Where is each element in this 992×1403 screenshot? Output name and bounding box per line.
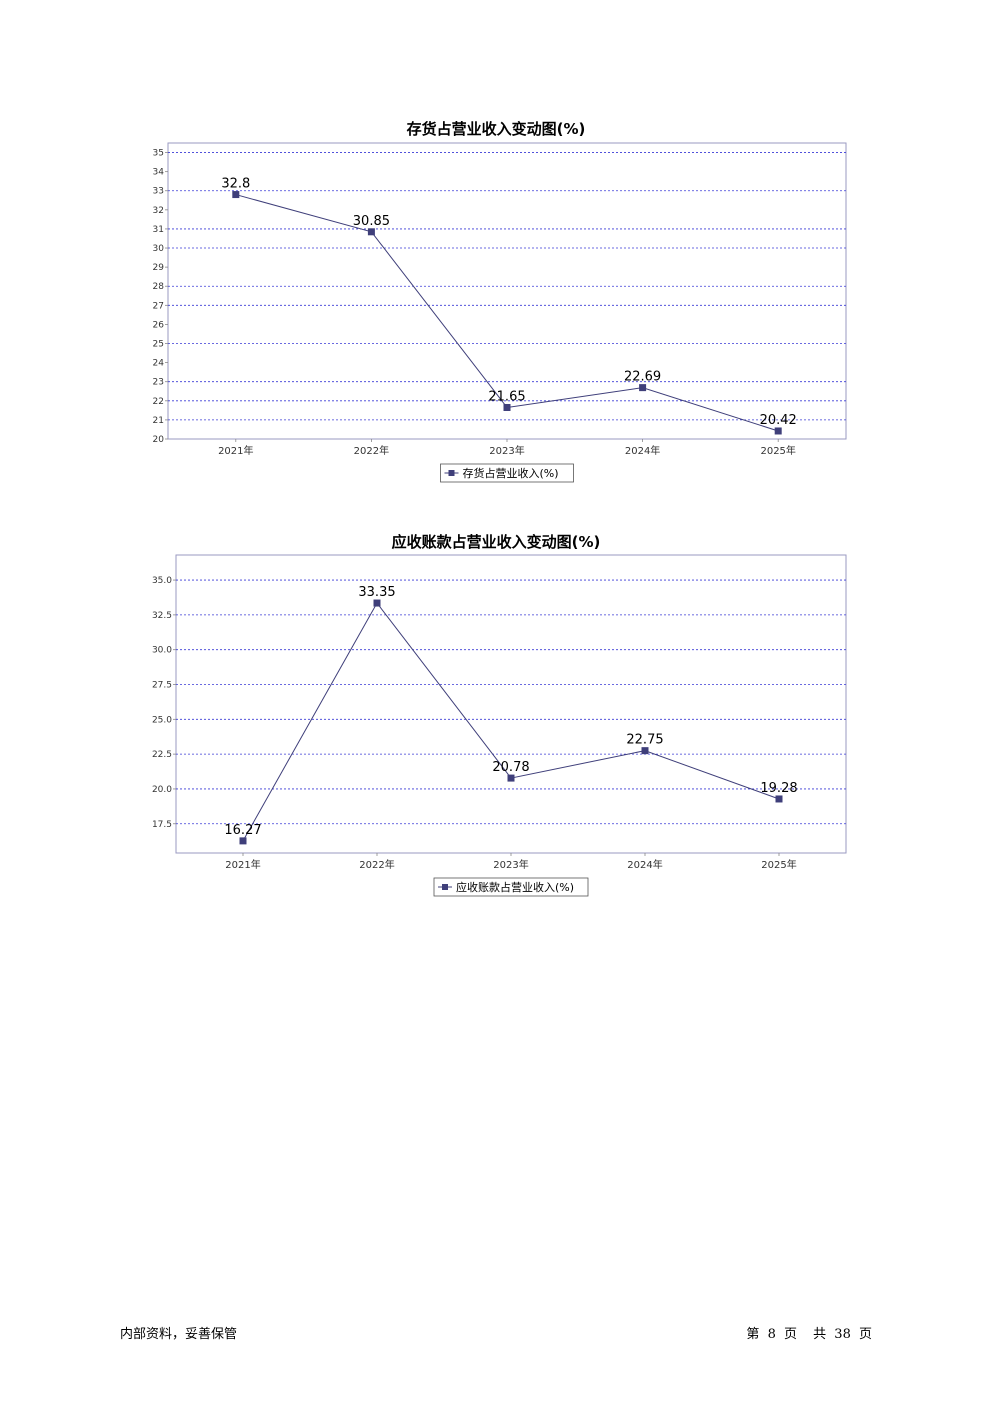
y-tick-label: 30 xyxy=(153,244,165,254)
y-tick-label: 21 xyxy=(153,416,164,426)
total-prefix: 共 xyxy=(813,1327,827,1342)
page-suffix: 页 xyxy=(858,1327,872,1342)
y-tick-label: 32.5 xyxy=(152,611,172,621)
chart-plot-area: 20 21 22 23 24 25 26 27 28 29 30 31 32 33 34 35 2021年 202… xyxy=(153,142,847,483)
x-tick-label: 2021年 xyxy=(225,858,260,871)
chart-title: 存货占营业收入变动图(%) xyxy=(406,120,586,138)
x-tick-label: 2022年 xyxy=(354,444,389,457)
x-tick-label: 2023年 xyxy=(493,858,528,871)
data-point xyxy=(639,384,647,392)
inventory-ratio-chart: 存货占营业收入变动图(%) 20 21 22 23 24 25 26 27 28 29 30 31 32… xyxy=(0,112,992,492)
data-point xyxy=(775,795,783,803)
y-tick-label: 17.5 xyxy=(152,820,172,830)
x-tick-label: 2025年 xyxy=(760,444,795,457)
chart-plot-area: 17.5 20.0 22.5 25.0 27.5 30.0 32.5 35.0 2021年 202… xyxy=(152,554,847,897)
chart-title: 应收账款占营业收入变动图(%) xyxy=(391,533,601,551)
legend-marker xyxy=(442,884,448,890)
y-tick-label: 22 xyxy=(153,397,164,407)
x-tick-label: 2021年 xyxy=(218,444,253,457)
legend-label: 存货占营业收入(%) xyxy=(463,466,559,480)
plot-border xyxy=(175,554,847,854)
y-tick-label: 27 xyxy=(153,301,164,311)
data-label: 32.8 xyxy=(221,177,250,192)
data-label: 20.42 xyxy=(760,413,797,428)
legend-box xyxy=(440,463,574,483)
y-tick-label: 20.0 xyxy=(152,785,172,795)
x-tick-label: 2025年 xyxy=(761,858,796,871)
plot-border xyxy=(167,142,847,440)
y-tick-label: 24 xyxy=(153,359,165,369)
y-tick-label: 25 xyxy=(153,340,164,350)
y-tick-label: 23 xyxy=(153,378,164,388)
y-tick-label: 22.5 xyxy=(152,750,172,760)
y-tick-label: 35 xyxy=(153,149,164,159)
page-total: 38 xyxy=(834,1327,851,1342)
y-tick-label: 30.0 xyxy=(152,646,172,656)
page-prefix: 第 xyxy=(746,1327,760,1342)
y-tick-label: 34 xyxy=(153,168,165,178)
data-point xyxy=(239,837,247,845)
y-tick-label: 28 xyxy=(153,282,165,292)
data-label: 22.69 xyxy=(624,370,661,385)
y-tick-label: 25.0 xyxy=(152,715,172,725)
data-label: 33.35 xyxy=(358,585,395,600)
data-point xyxy=(373,599,381,607)
x-tick-label: 2024年 xyxy=(627,858,662,871)
page-mid: 页 xyxy=(783,1327,797,1342)
y-tick-label: 27.5 xyxy=(152,681,172,691)
y-tick-label: 35.0 xyxy=(152,576,172,586)
data-point xyxy=(641,747,649,755)
data-label: 21.65 xyxy=(488,389,525,404)
data-point xyxy=(232,191,240,199)
data-label: 22.75 xyxy=(626,733,663,748)
data-label: 30.85 xyxy=(353,214,390,229)
legend-box xyxy=(433,877,589,897)
legend-marker xyxy=(448,470,455,476)
y-tick-label: 26 xyxy=(153,320,165,330)
footer-confidential-note: 内部资料，妥善保管 xyxy=(120,1327,238,1342)
y-tick-label: 29 xyxy=(153,263,165,273)
data-point xyxy=(503,403,511,411)
x-tick-label: 2023年 xyxy=(489,444,524,457)
y-tick-label: 31 xyxy=(153,225,164,235)
y-tick-label: 33 xyxy=(153,187,164,197)
x-tick-label: 2024年 xyxy=(625,444,660,457)
y-tick-label: 32 xyxy=(153,206,164,216)
legend: 应收账款占营业收入(%) xyxy=(433,877,589,897)
data-point xyxy=(367,228,375,236)
y-tick-label: 20 xyxy=(153,435,165,445)
data-point xyxy=(507,774,515,782)
data-label: 19.28 xyxy=(760,781,797,796)
receivables-ratio-chart: 应收账款占营业收入变动图(%) 17.5 20.0 22.5 25.0 27.5 30.0… xyxy=(0,525,992,905)
data-label: 20.78 xyxy=(492,760,529,775)
legend-label: 应收账款占营业收入(%) xyxy=(456,880,574,894)
legend: 存货占营业收入(%) xyxy=(440,463,574,483)
footer-page-number: 第 8 页 共 38 页 xyxy=(742,1323,872,1342)
data-label: 16.27 xyxy=(224,823,261,838)
x-tick-label: 2022年 xyxy=(359,858,394,871)
data-point xyxy=(774,427,782,435)
page-current: 8 xyxy=(767,1327,776,1342)
